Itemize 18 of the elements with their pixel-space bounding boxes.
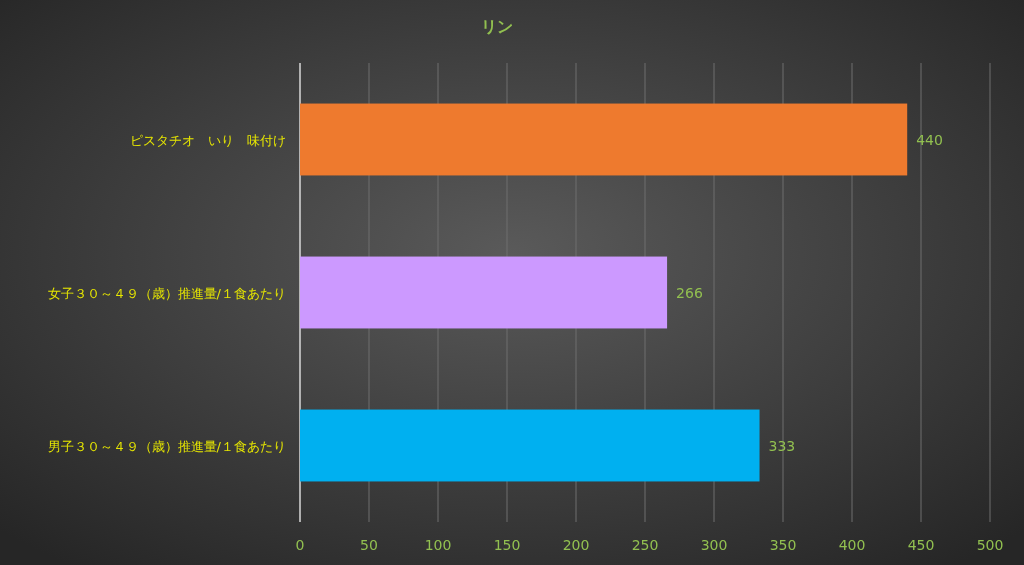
- x-tick-label: 450: [907, 537, 935, 553]
- x-tick-label: 300: [700, 537, 728, 553]
- x-tick-label: 250: [631, 537, 659, 553]
- x-tick-label: 200: [562, 537, 590, 553]
- x-tick-label: 0: [295, 537, 305, 553]
- x-tick-label: 350: [769, 537, 797, 553]
- x-tick-label: 150: [493, 537, 521, 553]
- x-tick-label: 400: [838, 537, 866, 553]
- y-tick-label: 女子３０～４９（歳）推進量/１食あたり: [47, 285, 286, 301]
- data-label: 266: [676, 284, 703, 301]
- y-tick-label: 男子３０～４９（歳）推進量/１食あたり: [47, 438, 286, 454]
- x-tick-label: 500: [976, 537, 1004, 553]
- x-tick-label: 100: [424, 537, 452, 553]
- data-label: 333: [768, 437, 796, 454]
- chart-title: リン: [481, 17, 513, 36]
- x-tick-label: 50: [360, 537, 378, 553]
- data-label: 440: [916, 131, 943, 148]
- y-tick-label: ピスタチオ いり 味付け: [130, 132, 286, 148]
